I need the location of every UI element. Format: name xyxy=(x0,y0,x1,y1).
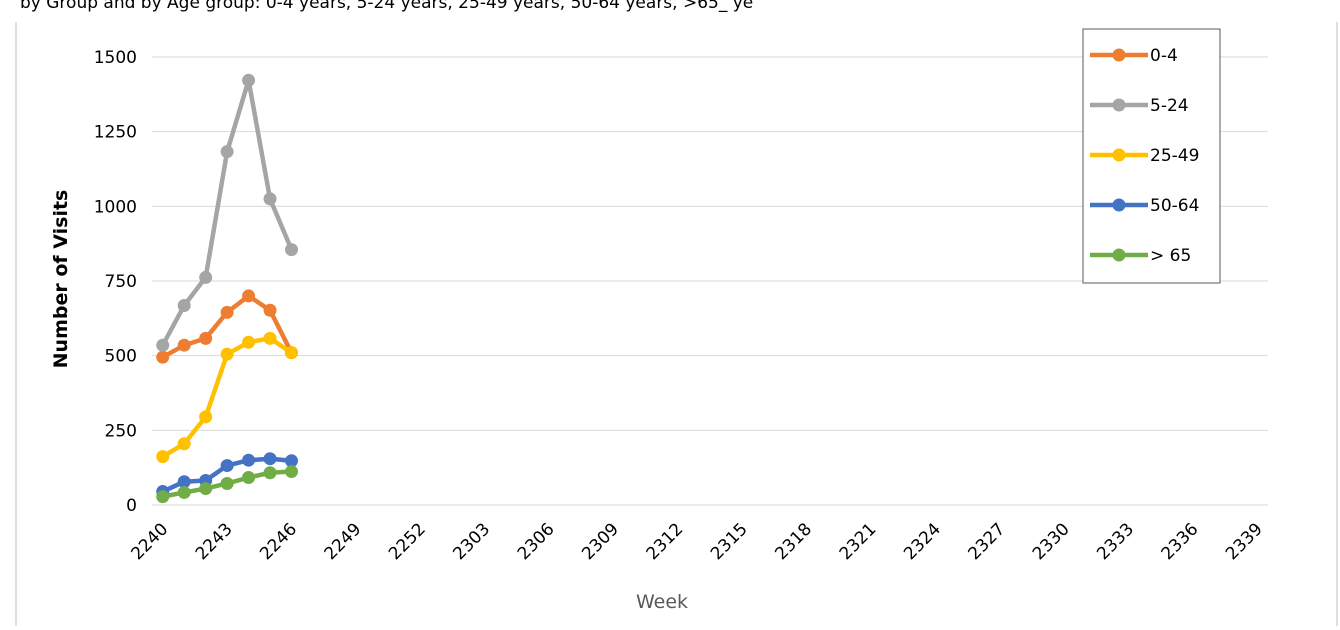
data-point xyxy=(177,485,191,499)
x-tick-label: 2330 xyxy=(1029,519,1074,564)
data-point xyxy=(177,475,191,489)
x-tick-label: 2306 xyxy=(514,519,559,564)
data-point xyxy=(242,471,256,485)
x-tick-label: 2336 xyxy=(1158,519,1203,564)
gridlines xyxy=(152,56,1268,506)
legend-item: > 65 xyxy=(1090,246,1191,266)
series xyxy=(156,331,298,464)
data-point xyxy=(285,454,298,468)
data-point xyxy=(285,243,298,257)
y-tick-label: 1000 xyxy=(94,197,137,217)
x-tick-label: 2249 xyxy=(321,519,366,564)
x-tick-label: 2303 xyxy=(449,519,494,564)
data-point xyxy=(220,347,234,361)
x-tick-label: 2327 xyxy=(965,519,1010,564)
data-point xyxy=(156,338,170,352)
legend-swatch-marker xyxy=(1112,48,1126,62)
x-tick-label: 2315 xyxy=(707,519,752,564)
data-point xyxy=(199,410,213,424)
x-tick-label: 2339 xyxy=(1222,519,1267,564)
y-tick-label: 500 xyxy=(105,347,137,367)
y-tick-label: 0 xyxy=(126,496,137,516)
x-tick-label: 2243 xyxy=(192,519,237,564)
data-point xyxy=(263,192,277,206)
caption-text: by Group and by Age group: 0-4 years, 5-… xyxy=(20,0,753,13)
data-point xyxy=(263,303,277,317)
y-tick-label: 1500 xyxy=(94,48,137,68)
legend-item: 5-24 xyxy=(1090,96,1189,116)
legend-item: 25-49 xyxy=(1090,146,1199,166)
data-point xyxy=(242,289,256,303)
y-axis-title: Number of Visits xyxy=(50,190,72,369)
series-lines xyxy=(156,73,298,504)
legend-label: 0-4 xyxy=(1150,46,1178,66)
data-point xyxy=(156,450,170,464)
y-tick-labels: 0 250 500 750 1000 1250 1500 xyxy=(94,48,137,516)
x-tick-label: 2324 xyxy=(900,519,945,564)
x-tick-label: 2246 xyxy=(256,519,301,564)
data-point xyxy=(177,437,191,451)
legend-swatch-marker xyxy=(1112,248,1126,262)
legend-swatch-marker xyxy=(1112,198,1126,212)
legend-item: 50-64 xyxy=(1090,196,1199,216)
x-tick-label: 2321 xyxy=(836,519,881,564)
y-tick-label: 1250 xyxy=(94,123,137,143)
series xyxy=(156,452,298,499)
x-tick-label: 2312 xyxy=(643,519,688,564)
x-tick-labels: 2240 2243 2246 2249 2252 2303 2306 2309 2312 2315… xyxy=(128,519,1267,564)
x-tick-label: 2309 xyxy=(578,519,623,564)
legend-label: 5-24 xyxy=(1150,96,1189,116)
data-point xyxy=(263,331,277,345)
y-tick-label: 750 xyxy=(105,272,137,292)
data-point xyxy=(242,453,256,467)
data-point xyxy=(156,490,170,504)
data-point xyxy=(199,270,213,284)
y-tick-label: 250 xyxy=(105,421,137,441)
legend-label: > 65 xyxy=(1150,246,1191,266)
data-point xyxy=(285,346,298,360)
legend-swatch-marker xyxy=(1112,148,1126,162)
data-point xyxy=(177,298,191,312)
legend: 0-4 5-24 25-49 50-64 > 65 xyxy=(1082,28,1221,284)
data-point xyxy=(220,476,234,490)
series xyxy=(156,465,298,504)
data-point xyxy=(242,73,256,87)
data-point xyxy=(156,350,170,364)
data-point xyxy=(242,335,256,349)
data-point xyxy=(263,466,277,480)
x-tick-label: 2318 xyxy=(771,519,816,564)
data-point xyxy=(285,465,298,479)
data-point xyxy=(263,452,277,466)
x-tick-label: 2240 xyxy=(128,519,173,564)
legend-label: 25-49 xyxy=(1150,146,1199,166)
x-axis-title: Week xyxy=(636,591,688,613)
legend-label: 50-64 xyxy=(1150,196,1199,216)
legend-swatch-marker xyxy=(1112,98,1126,112)
legend-item: 0-4 xyxy=(1090,46,1178,66)
data-point xyxy=(199,331,213,345)
data-point xyxy=(220,459,234,473)
series xyxy=(156,73,298,352)
data-point xyxy=(220,305,234,319)
x-tick-label: 2333 xyxy=(1093,519,1138,564)
series xyxy=(156,289,298,364)
x-tick-label: 2252 xyxy=(385,519,430,564)
data-point xyxy=(177,338,191,352)
data-point xyxy=(199,482,213,496)
data-point xyxy=(220,145,234,159)
